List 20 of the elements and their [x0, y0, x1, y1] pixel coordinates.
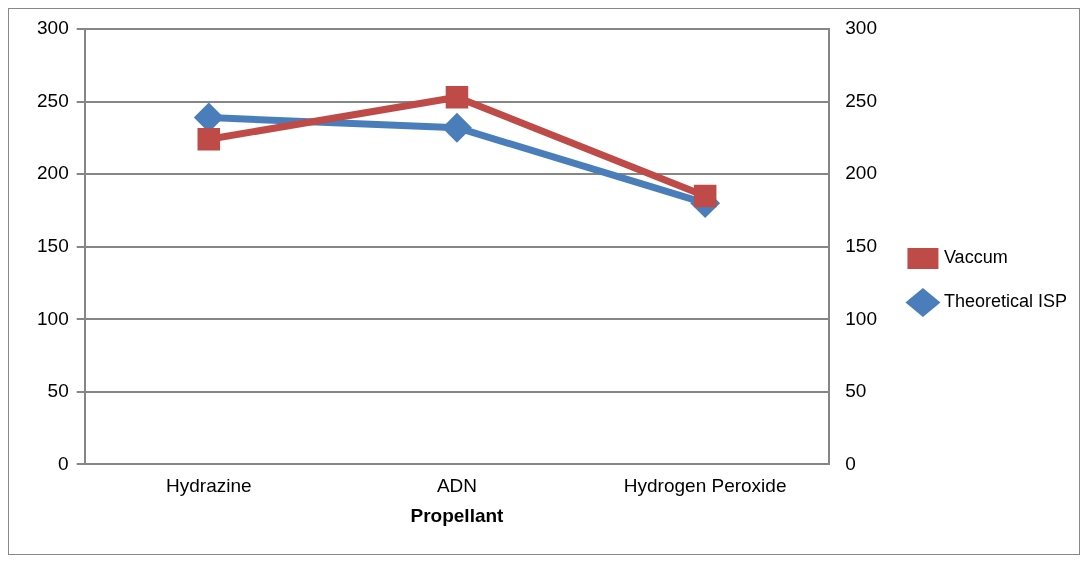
x-tick-label: Hydrogen Peroxide: [623, 475, 787, 497]
y2-tick-label: 0: [845, 452, 856, 474]
y2-tick-label: 50: [845, 380, 867, 402]
y-tick-label: 50: [47, 380, 69, 402]
x-tick-label: ADN: [436, 475, 478, 497]
x-tick-label: Hydrazine: [166, 475, 252, 497]
y2-tick-label: 250: [845, 89, 877, 111]
y2-tick-label: 150: [845, 234, 877, 256]
y-tick-label: 300: [37, 17, 69, 39]
y2-tick-label: 100: [845, 307, 877, 329]
y2-tick-label: 300: [845, 17, 877, 39]
legend-label: Vaccum: [943, 247, 1008, 268]
x-axis-title: Propellant: [410, 504, 505, 526]
y-tick-label: 100: [37, 307, 69, 329]
legend-label: Theoretical ISP: [943, 291, 1068, 312]
y-tick-label: 150: [37, 234, 69, 256]
y-tick-label: 200: [37, 162, 69, 184]
y-tick-label: 250: [37, 89, 69, 111]
y2-tick-label: 200: [845, 162, 877, 184]
y-tick-label: 0: [58, 452, 69, 474]
